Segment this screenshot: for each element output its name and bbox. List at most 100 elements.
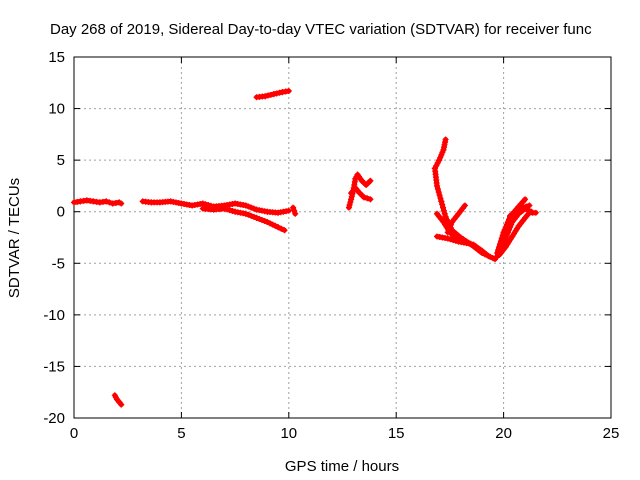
data-point-marker <box>224 206 231 213</box>
data-point-marker <box>285 207 292 214</box>
data-point-marker <box>245 203 252 210</box>
data-point-marker <box>367 196 374 203</box>
data-point-marker <box>250 213 257 220</box>
series-seg6 <box>290 204 299 217</box>
series-seg8 <box>348 184 374 203</box>
data-point-marker <box>345 204 352 211</box>
data-point-marker <box>199 200 206 207</box>
data-point-marker <box>226 207 233 214</box>
data-point-marker <box>346 201 353 208</box>
data-point-marker <box>285 88 292 95</box>
data-point-marker <box>519 204 526 211</box>
data-point-marker <box>103 198 110 205</box>
data-point-marker <box>278 225 285 232</box>
grid <box>74 57 611 418</box>
data-point-marker <box>436 192 443 199</box>
data-point-marker <box>497 238 504 245</box>
series-seg16 <box>507 202 533 219</box>
data-point-marker <box>440 207 447 214</box>
data-point-marker <box>442 213 449 220</box>
data-point-marker <box>494 249 501 256</box>
data-point-marker <box>360 194 367 201</box>
series-seg4 <box>199 205 288 234</box>
data-point-marker <box>267 220 274 227</box>
x-tick-label: 0 <box>70 425 78 442</box>
data-point-marker <box>265 92 272 99</box>
data-point-marker <box>118 401 125 408</box>
data-point-marker <box>106 199 113 206</box>
x-tick-label: 10 <box>280 425 297 442</box>
series-seg14 <box>496 209 539 259</box>
y-tick-label: 10 <box>48 101 65 118</box>
data-point-marker <box>281 227 288 234</box>
y-tick-label: -20 <box>43 410 65 427</box>
plot-frame <box>73 56 612 419</box>
y-tick-label: 5 <box>57 152 65 169</box>
series-seg7 <box>345 171 374 211</box>
data-point-marker <box>262 93 269 100</box>
data-point-marker <box>364 195 371 202</box>
data-point-marker <box>434 186 441 193</box>
data-point-marker <box>499 232 506 239</box>
data-point-marker <box>485 253 492 260</box>
series-seg2 <box>111 392 125 408</box>
data-point-marker <box>258 216 265 223</box>
data-point-marker <box>276 89 283 96</box>
data-point-marker <box>437 195 444 202</box>
data-point-marker <box>532 209 539 216</box>
x-tick-label: 5 <box>177 425 185 442</box>
x-tick-label: 25 <box>603 425 620 442</box>
y-tick-labels: -20 -15 -10 -5 0 5 10 15 <box>43 49 65 427</box>
data-point-marker <box>496 241 503 248</box>
data-point-marker <box>522 196 529 203</box>
x-tick-label: 15 <box>388 425 405 442</box>
data-point-marker <box>256 215 263 222</box>
data-point-marker <box>439 201 446 208</box>
data-point-marker <box>435 189 442 196</box>
x-axis-label: GPS time / hours <box>285 458 399 475</box>
data-point-marker <box>290 204 297 211</box>
data-point-marker <box>450 237 457 244</box>
data-point-marker <box>495 244 502 251</box>
data-point-marker <box>270 91 277 98</box>
x-tick-labels: 0 5 10 15 20 25 <box>70 425 620 442</box>
y-tick-label: 0 <box>57 204 65 221</box>
data-point-marker <box>466 240 473 247</box>
data-point-marker <box>452 237 459 244</box>
data-point-marker <box>447 236 454 243</box>
data-series <box>71 88 539 408</box>
series-seg1 <box>71 197 125 207</box>
y-tick-label: -10 <box>43 307 65 324</box>
data-point-marker <box>242 210 249 217</box>
data-point-marker <box>526 202 533 209</box>
data-point-marker <box>245 211 252 218</box>
y-tick-label: 15 <box>48 49 65 66</box>
data-point-marker <box>367 177 374 184</box>
data-point-marker <box>438 198 445 205</box>
data-point-marker <box>221 205 228 212</box>
data-point-marker <box>269 221 276 228</box>
data-point-marker <box>444 235 451 242</box>
data-point-marker <box>347 199 354 206</box>
data-point-marker <box>275 224 282 231</box>
data-point-marker <box>272 222 279 229</box>
data-point-marker <box>253 214 260 221</box>
data-point-marker <box>513 207 520 214</box>
chart-title: Day 268 of 2019, Sidereal Day-to-day VTE… <box>50 21 592 38</box>
x-tick-label: 20 <box>495 425 512 442</box>
series-seg11 <box>434 233 473 247</box>
data-point-marker <box>443 216 450 223</box>
data-point-marker <box>267 91 274 98</box>
data-point-marker <box>440 204 447 211</box>
data-point-marker <box>495 247 502 254</box>
data-point-marker <box>516 206 523 213</box>
data-point-marker <box>229 207 236 214</box>
data-point-marker <box>118 200 125 207</box>
series-seg12 <box>444 202 468 236</box>
data-point-marker <box>498 235 505 242</box>
data-point-marker <box>434 182 441 189</box>
axis-ticks <box>73 56 612 419</box>
data-point-marker <box>250 205 257 212</box>
data-point-marker <box>441 210 448 217</box>
